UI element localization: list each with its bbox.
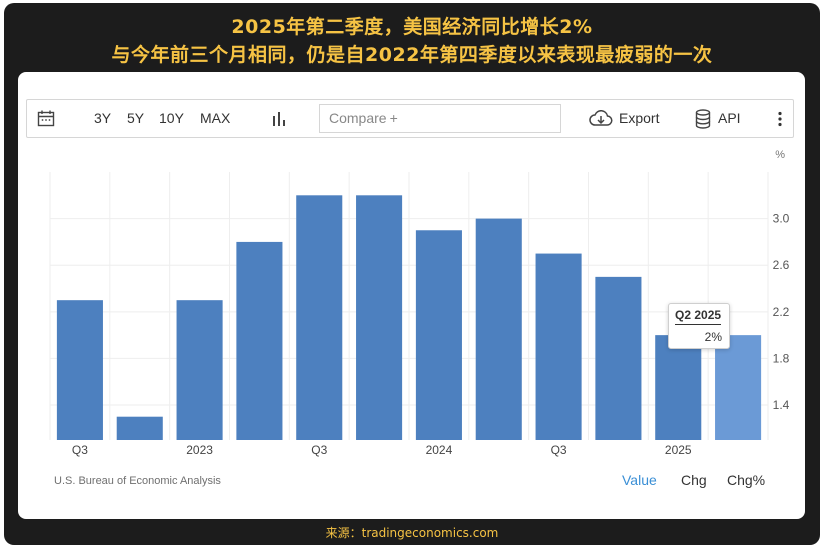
bar — [236, 241, 283, 440]
bar — [176, 300, 223, 440]
screenshot-frame: 2025年第二季度，美国经济同比增长2% 与今年前三个月相同，仍是自2022年第… — [4, 3, 820, 545]
more-options-icon[interactable] — [777, 111, 783, 127]
bar-chart-icon[interactable] — [271, 112, 287, 126]
x-tick-label: 2023 — [186, 443, 213, 457]
bar — [595, 276, 642, 440]
export-button[interactable]: Export — [619, 110, 660, 126]
headline-line-2: 与今年前三个月相同，仍是自2022年第四季度以来表现最疲弱的一次 — [111, 44, 713, 66]
bar — [715, 335, 762, 440]
cloud-download-icon[interactable] — [589, 110, 613, 128]
bottom-source-credit: 来源：tradingeconomics.com — [325, 526, 499, 540]
compare-plus: + — [389, 110, 398, 126]
bar — [296, 195, 343, 440]
x-tick-label: Q3 — [551, 443, 567, 457]
chart-toolbar: 3Y 5Y 10Y MAX Compare + Export — [26, 99, 794, 138]
compare-placeholder: Compare — [329, 110, 387, 126]
range-3y-button[interactable]: 3Y — [94, 110, 112, 126]
bar — [356, 195, 403, 440]
y-tick-label: 3.0 — [773, 212, 790, 226]
tooltip-title: Q2 2025 — [675, 308, 722, 325]
x-tick-label: Q3 — [311, 443, 327, 457]
bar — [535, 253, 582, 440]
range-5y-button[interactable]: 5Y — [127, 110, 145, 126]
range-max-button[interactable]: MAX — [200, 110, 231, 126]
chart-card: 3Y 5Y 10Y MAX Compare + Export — [18, 72, 805, 519]
bar — [475, 218, 522, 440]
bar — [56, 300, 103, 440]
api-button[interactable]: API — [718, 110, 741, 126]
y-unit-label: % — [775, 149, 785, 161]
bar — [116, 416, 163, 440]
database-icon[interactable] — [695, 109, 711, 129]
gdp-bar-chart: 1.4 1.8 2.2 2.6 3.0% Q3 2023 Q3 2024 Q3 2025 — [49, 149, 790, 457]
bar — [655, 335, 702, 440]
tooltip-value: 2% — [704, 330, 722, 344]
y-tick-label: 1.4 — [773, 398, 790, 412]
compare-input[interactable]: Compare + — [319, 104, 561, 133]
x-tick-label: Q3 — [72, 443, 88, 457]
y-tick-label: 2.2 — [773, 305, 790, 319]
range-10y-button[interactable]: 10Y — [159, 110, 184, 126]
tab-chg-percent[interactable]: Chg% — [727, 472, 766, 488]
x-tick-label: 2024 — [426, 443, 453, 457]
y-tick-label: 2.6 — [773, 258, 790, 272]
bar — [415, 230, 462, 440]
y-tick-label: 1.8 — [773, 351, 790, 365]
data-source-label: U.S. Bureau of Economic Analysis — [54, 475, 221, 487]
headline-line-1: 2025年第二季度，美国经济同比增长2% — [231, 16, 593, 38]
calendar-icon[interactable] — [37, 110, 55, 127]
bar-tooltip: Q2 2025 2% — [668, 303, 730, 349]
x-tick-label: 2025 — [665, 443, 692, 457]
tab-value[interactable]: Value — [622, 472, 657, 488]
tab-chg[interactable]: Chg — [681, 472, 707, 488]
